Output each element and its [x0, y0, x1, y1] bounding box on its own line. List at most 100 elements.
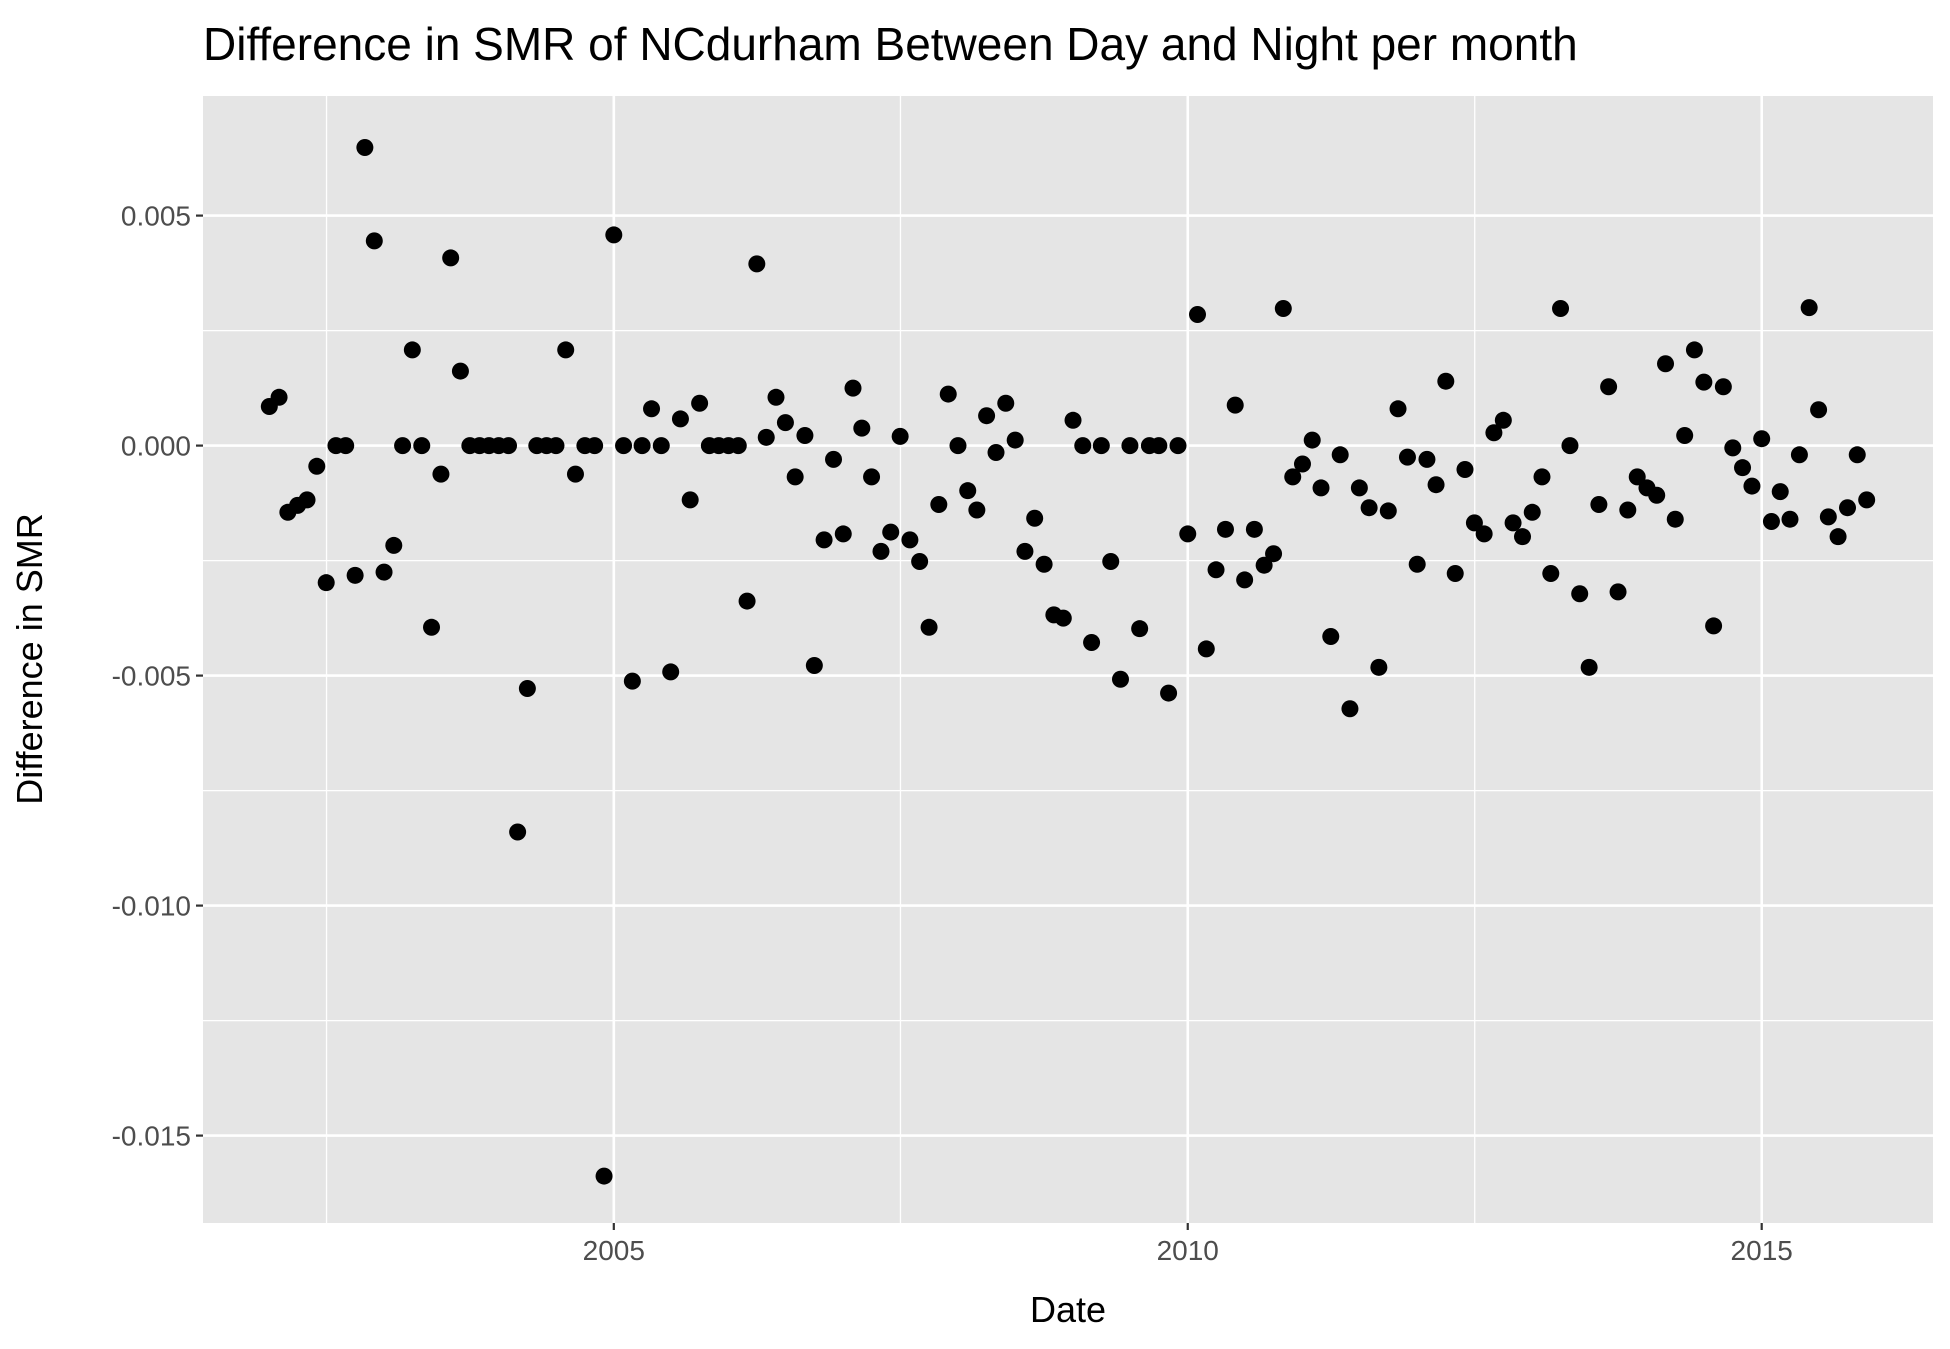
data-point — [1255, 556, 1273, 574]
data-point — [1303, 431, 1321, 449]
data-point — [1150, 437, 1168, 455]
data-point — [671, 410, 689, 428]
data-point — [1829, 528, 1847, 546]
data-point — [1705, 617, 1723, 635]
data-point — [652, 437, 670, 455]
y-tick-label: -0.005 — [112, 661, 191, 692]
data-point — [1016, 542, 1034, 560]
data-point — [1657, 355, 1675, 373]
data-point — [1216, 520, 1234, 538]
data-point — [1734, 459, 1752, 477]
data-point — [834, 525, 852, 543]
data-point — [853, 419, 871, 437]
data-point — [394, 437, 412, 455]
data-point — [1360, 499, 1378, 517]
data-point — [1092, 437, 1110, 455]
data-point — [1026, 509, 1044, 527]
data-point — [949, 437, 967, 455]
data-point — [1781, 510, 1799, 528]
data-point — [1714, 378, 1732, 396]
data-point — [815, 531, 833, 549]
data-point — [615, 437, 633, 455]
data-point — [1341, 700, 1359, 718]
data-point — [1685, 341, 1703, 359]
data-point — [1848, 446, 1866, 464]
data-point — [863, 468, 881, 486]
data-point — [1398, 448, 1416, 466]
data-point — [1456, 461, 1474, 479]
data-point — [586, 437, 604, 455]
data-point — [1102, 553, 1120, 571]
data-point — [1131, 620, 1149, 638]
data-point — [1676, 426, 1694, 444]
data-point — [1571, 585, 1589, 603]
data-point — [901, 531, 919, 549]
data-point — [1533, 468, 1551, 486]
data-point — [346, 566, 364, 584]
y-tick-label: -0.010 — [112, 891, 191, 922]
data-point — [1389, 400, 1407, 418]
data-point — [776, 414, 794, 432]
data-point — [729, 437, 747, 455]
data-point — [1074, 437, 1092, 455]
data-point — [1169, 437, 1187, 455]
data-point — [451, 362, 469, 380]
data-point — [1111, 670, 1129, 688]
data-point — [662, 663, 680, 681]
x-tick-label: 2015 — [1731, 1235, 1793, 1266]
data-point — [1858, 491, 1876, 509]
data-point — [1418, 450, 1436, 468]
data-point — [757, 428, 775, 446]
data-point — [1485, 424, 1503, 442]
minor-gridlines — [203, 96, 1933, 1223]
data-point — [1160, 684, 1178, 702]
data-point — [882, 523, 900, 541]
data-point — [1590, 495, 1608, 513]
data-point — [1236, 571, 1254, 589]
data-point — [1666, 510, 1684, 528]
data-point — [365, 232, 383, 250]
data-point — [1619, 501, 1637, 519]
data-point — [1207, 561, 1225, 579]
data-point — [403, 341, 421, 359]
data-point — [959, 482, 977, 500]
data-point — [1695, 373, 1713, 391]
data-point — [738, 592, 756, 610]
data-point — [1370, 658, 1388, 676]
data-point — [1284, 468, 1302, 486]
data-point — [1762, 513, 1780, 530]
data-point — [1427, 476, 1445, 494]
data-point — [1465, 514, 1483, 532]
data-point — [1504, 514, 1522, 532]
data-point — [1839, 499, 1857, 517]
data-point — [1648, 486, 1666, 504]
data-point — [1561, 437, 1579, 455]
data-point — [1322, 628, 1340, 645]
data-point — [1379, 502, 1397, 520]
data-point — [1054, 609, 1072, 627]
data-point — [891, 427, 909, 445]
data-point — [1035, 555, 1053, 573]
data-point — [1810, 401, 1828, 419]
data-point — [1293, 455, 1311, 473]
data-point — [1600, 378, 1618, 396]
x-axis-title: Date — [1030, 1289, 1106, 1330]
data-point — [796, 426, 814, 444]
data-point — [298, 491, 316, 509]
y-axis: 0.005 0.000 -0.005 -0.010 -0.015 — [112, 201, 203, 1152]
data-point — [509, 823, 527, 841]
data-point — [1226, 396, 1244, 414]
data-point — [1819, 508, 1837, 526]
data-point — [356, 139, 374, 157]
data-point — [1179, 525, 1197, 543]
data-point — [413, 437, 431, 455]
data-point — [442, 249, 460, 267]
data-point — [423, 618, 441, 636]
data-point — [1274, 300, 1292, 318]
data-point — [633, 437, 651, 455]
y-tick-label: 0.000 — [121, 431, 191, 462]
data-point — [1475, 525, 1493, 543]
data-point — [968, 501, 986, 519]
data-point — [595, 1167, 613, 1185]
